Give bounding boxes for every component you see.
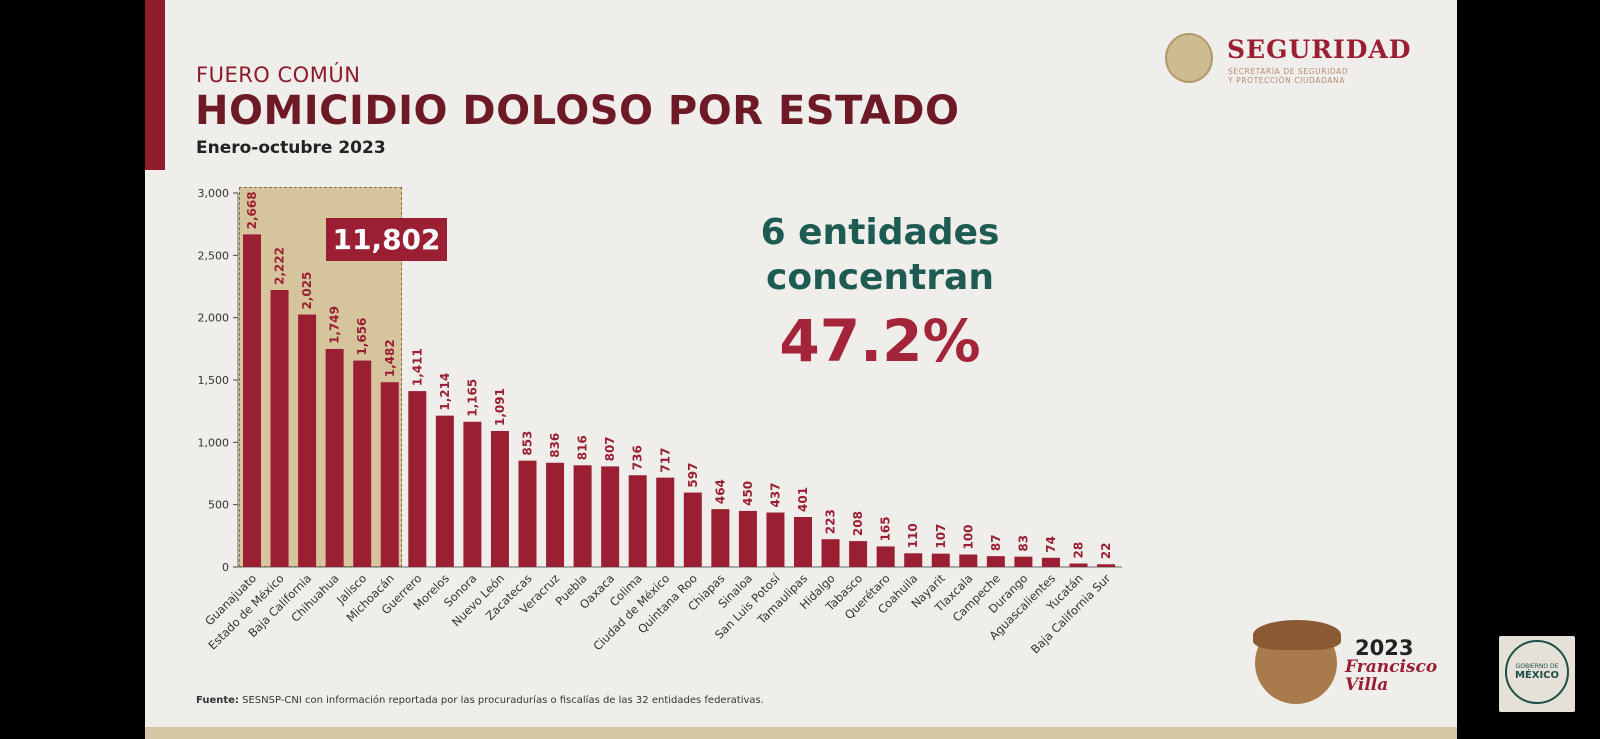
bar-value-label: 1,482 — [383, 339, 397, 377]
bar — [1014, 556, 1033, 567]
bar-value-label: 437 — [768, 482, 782, 507]
bar-value-label: 2,025 — [300, 272, 314, 310]
bar — [849, 541, 868, 567]
bar — [325, 348, 344, 567]
bar-value-label: 1,656 — [355, 318, 369, 356]
bar — [490, 430, 509, 567]
concentration-callout: 6 entidades concentran 47.2% — [720, 210, 1040, 374]
bar — [656, 477, 675, 567]
bar — [683, 492, 702, 567]
bar-value-label: 22 — [1099, 543, 1113, 560]
bar — [435, 415, 454, 567]
national-seal-icon — [1165, 33, 1213, 83]
bar — [711, 509, 730, 567]
bar — [738, 510, 757, 567]
bar-value-label: 816 — [576, 435, 590, 460]
logo-subtitle-line1: SECRETARÍA DE SEGURIDAD — [1228, 67, 1349, 76]
bar-value-label: 28 — [1072, 542, 1086, 559]
bar-value-label: 165 — [879, 516, 893, 541]
bar — [353, 360, 372, 567]
bar — [601, 466, 620, 567]
bar-value-label: 836 — [548, 433, 562, 458]
bar — [270, 289, 289, 567]
bar-value-label: 2,668 — [245, 191, 259, 229]
bar — [1097, 564, 1116, 567]
bar — [628, 475, 647, 567]
bar-value-label: 597 — [686, 463, 700, 488]
bar — [546, 462, 565, 567]
bar-value-label: 1,214 — [438, 373, 452, 411]
bar — [518, 460, 537, 567]
bar-value-label: 1,749 — [328, 306, 342, 344]
bar-value-label: 1,091 — [493, 388, 507, 426]
anniversary-year: 2023 — [1355, 636, 1414, 660]
bar-value-label: 1,411 — [410, 348, 424, 386]
bar — [959, 554, 978, 567]
bar-value-label: 807 — [603, 436, 617, 461]
bar-value-label: 736 — [631, 445, 645, 470]
gob-line2: MÉXICO — [1514, 670, 1560, 681]
logo-subtitle-line2: Y PROTECCIÓN CIUDADANA — [1228, 76, 1345, 85]
callout-line2: concentran — [766, 257, 994, 298]
bar — [463, 421, 482, 567]
bar — [931, 553, 950, 567]
gobierno-mexico-logo: GOBIERNO DE MÉXICO — [1499, 636, 1575, 712]
bar-value-label: 87 — [989, 534, 1003, 551]
bar — [243, 234, 261, 567]
top-six-total-badge: 11,802 — [326, 218, 447, 261]
y-tick-label: 0 — [222, 561, 229, 574]
y-tick-label: 1,000 — [198, 436, 230, 449]
bar — [298, 314, 317, 567]
logo-brand: SEGURIDAD — [1227, 35, 1412, 64]
slide-subtitle: Enero-octubre 2023 — [196, 138, 386, 158]
y-tick-label: 2,000 — [198, 312, 230, 325]
source-text: SESNSP-CNI con información reportada por… — [238, 695, 764, 706]
source-note: Fuente: SESNSP-CNI con información repor… — [196, 695, 764, 706]
anniversary-name: Francisco Villa — [1345, 657, 1438, 695]
bar-value-label: 717 — [658, 448, 672, 473]
bar-value-label: 464 — [713, 479, 727, 504]
bar — [904, 553, 923, 567]
bar — [766, 512, 785, 567]
bar-value-label: 100 — [961, 524, 975, 549]
seguridad-logo: SEGURIDAD SECRETARÍA DE SEGURIDAD Y PROT… — [1165, 33, 1425, 88]
bar — [986, 556, 1005, 567]
bar — [1041, 557, 1060, 567]
bar — [573, 465, 592, 567]
source-label: Fuente: — [196, 695, 239, 706]
slide-kicker: FUERO COMÚN — [196, 63, 361, 87]
bar-value-label: 208 — [851, 511, 865, 536]
bottom-strip — [145, 727, 1457, 739]
slide-title: HOMICIDIO DOLOSO POR ESTADO — [195, 88, 960, 134]
bar-value-label: 2,222 — [273, 247, 287, 285]
callout-line1: 6 entidades — [760, 212, 1000, 253]
y-tick-label: 1,500 — [198, 374, 230, 387]
bar — [821, 539, 840, 567]
sombrero-icon — [1253, 620, 1341, 650]
bar — [380, 382, 399, 567]
bar-value-label: 223 — [824, 509, 838, 534]
bar-value-label: 450 — [741, 481, 755, 506]
bar-value-label: 853 — [521, 431, 535, 456]
bar — [794, 517, 812, 567]
bar-value-label: 83 — [1016, 535, 1030, 552]
y-tick-label: 3,000 — [198, 187, 230, 200]
bar-value-label: 1,165 — [465, 379, 479, 417]
francisco-villa-logo: 2023 Francisco Villa — [1253, 614, 1437, 714]
bar-value-label: 401 — [796, 487, 810, 512]
accent-strip — [145, 0, 165, 170]
bar-value-label: 74 — [1044, 536, 1058, 553]
bar-value-label: 107 — [934, 524, 948, 549]
bar-value-label: 110 — [906, 523, 920, 548]
callout-percent: 47.2% — [779, 307, 981, 375]
gob-line1: GOBIERNO DE — [1515, 663, 1559, 670]
y-tick-label: 500 — [208, 499, 229, 512]
bar — [1069, 563, 1088, 567]
bar — [876, 546, 895, 567]
gob-seal-icon: GOBIERNO DE MÉXICO — [1505, 640, 1569, 704]
bar — [408, 391, 427, 567]
y-tick-label: 2,500 — [198, 249, 230, 262]
